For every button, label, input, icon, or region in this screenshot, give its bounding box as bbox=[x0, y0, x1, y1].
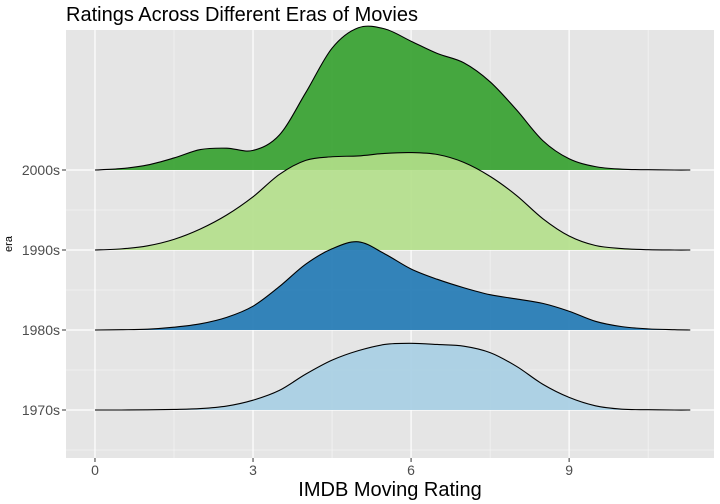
ridge-1990s bbox=[94, 151, 691, 251]
y-tick-label: 1990s bbox=[22, 242, 60, 258]
y-tick-label: 1970s bbox=[22, 402, 60, 418]
ridge-2000s bbox=[94, 25, 691, 171]
x-tick-label: 9 bbox=[565, 462, 573, 478]
y-axis-ticks: 1970s 1980s 1990s 2000s bbox=[22, 162, 66, 418]
x-tick-label: 6 bbox=[407, 462, 415, 478]
x-tick-label: 3 bbox=[249, 462, 257, 478]
ridge-fill-1970s bbox=[94, 343, 691, 411]
ridge-outline-1980s bbox=[94, 241, 691, 331]
ridge-fill-1990s bbox=[94, 152, 691, 251]
ridge-1980s bbox=[94, 241, 691, 331]
ridge-outline-2000s bbox=[94, 25, 691, 171]
x-axis-ticks: 0 3 6 9 bbox=[91, 458, 573, 478]
ridge-outline-1970s bbox=[94, 342, 691, 411]
ridge-fill-1980s bbox=[94, 241, 691, 330]
ridges bbox=[94, 25, 691, 411]
ridge-fill-2000s bbox=[94, 26, 691, 171]
ridge-outline-1990s bbox=[94, 151, 691, 251]
chart-title: Ratings Across Different Eras of Movies bbox=[66, 4, 418, 26]
y-axis-title: era bbox=[3, 235, 15, 252]
y-tick-label: 1980s bbox=[22, 322, 60, 338]
ridge-1970s bbox=[94, 342, 691, 411]
x-axis-title: IMDB Moving Rating bbox=[298, 479, 481, 501]
x-tick-label: 0 bbox=[91, 462, 99, 478]
y-tick-label: 2000s bbox=[22, 162, 60, 178]
